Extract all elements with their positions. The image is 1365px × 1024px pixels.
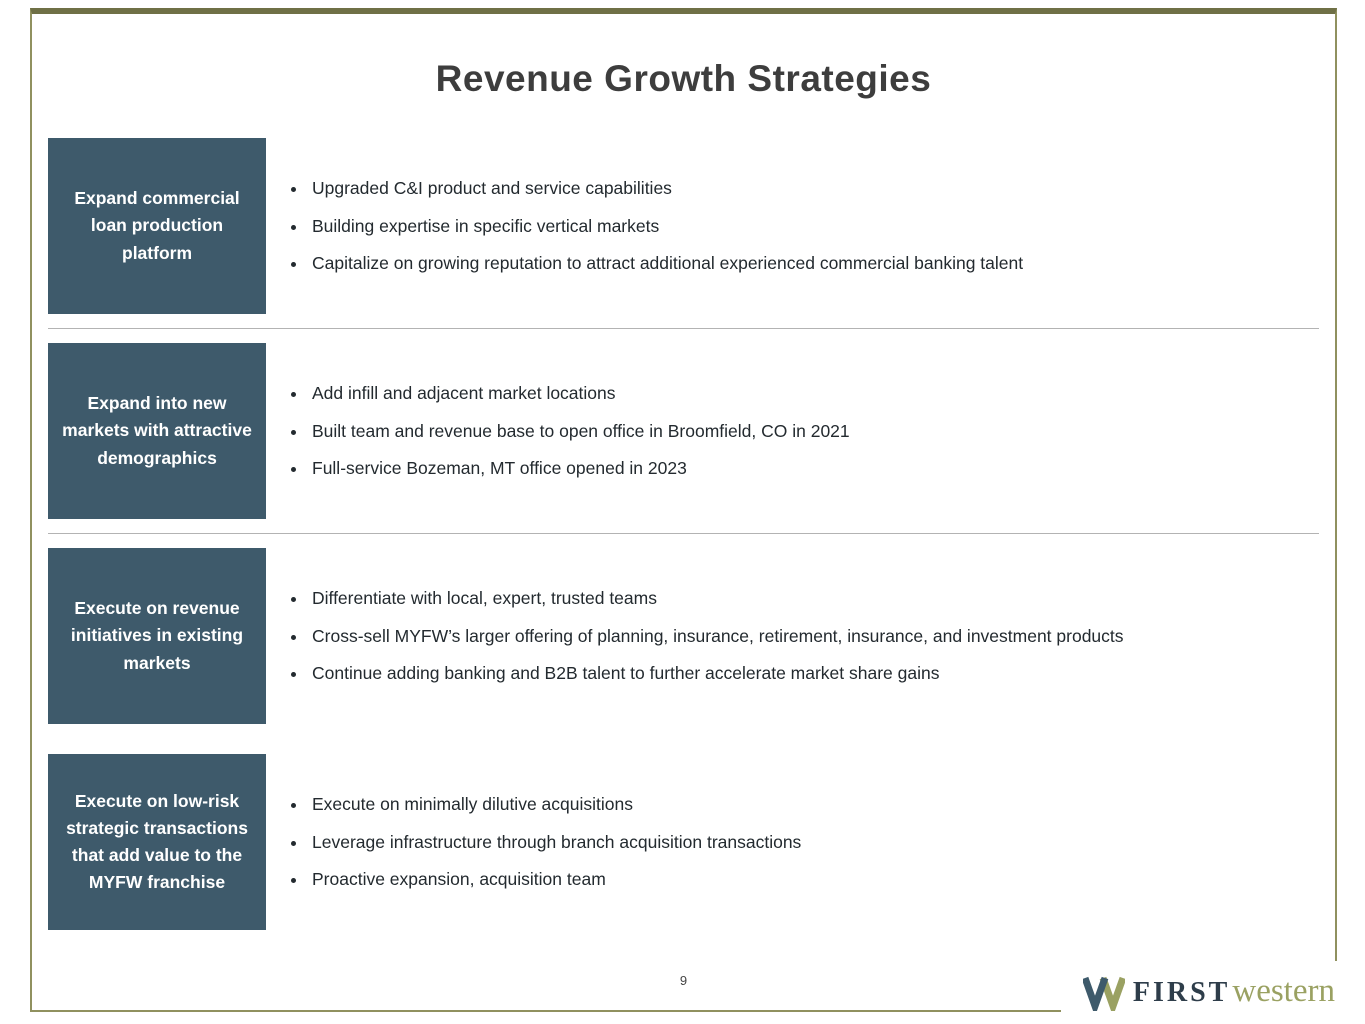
strategy-row-3: Execute on revenue initiatives in existi… <box>48 548 1319 724</box>
strategy-heading-2: Expand into new markets with attractive … <box>62 393 252 468</box>
strategy-bullets-2: Add infill and adjacent market locations… <box>266 368 1319 494</box>
firstwestern-logo: FIRST western <box>1060 961 1341 1020</box>
strategy-heading-box-2: Expand into new markets with attractive … <box>48 343 266 519</box>
strategy-heading-box-4: Execute on low-risk strategic transactio… <box>48 754 266 930</box>
strategy-heading-1: Expand commercial loan production platfo… <box>74 188 240 263</box>
strategy-bullets-4: Execute on minimally dilutive acquisitio… <box>266 779 1319 905</box>
strategy-row-2: Expand into new markets with attractive … <box>48 343 1319 519</box>
bullet-item: Full-service Bozeman, MT office opened i… <box>308 456 1289 481</box>
strategy-bullets-1: Upgraded C&I product and service capabil… <box>266 163 1319 289</box>
strategy-heading-box-1: Expand commercial loan production platfo… <box>48 138 266 314</box>
logo-text-first: FIRST <box>1132 977 1231 1008</box>
logo-text-western: western <box>1232 973 1335 1009</box>
bullet-item: Building expertise in specific vertical … <box>308 214 1289 239</box>
bullet-item: Execute on minimally dilutive acquisitio… <box>308 792 1289 817</box>
bullet-item: Proactive expansion, acquisition team <box>308 867 1289 892</box>
logo-w-icon <box>1081 975 1127 1017</box>
bullet-item: Built team and revenue base to open offi… <box>308 419 1289 444</box>
strategy-bullets-3: Differentiate with local, expert, truste… <box>266 573 1319 699</box>
strategy-heading-3: Execute on revenue initiatives in existi… <box>70 598 244 673</box>
strategy-rows: Expand commercial loan production platfo… <box>48 138 1319 930</box>
bullet-item: Continue adding banking and B2B talent t… <box>308 661 1289 686</box>
section-divider-1 <box>48 328 1319 329</box>
page-number: 9 <box>679 973 688 988</box>
bullet-item: Differentiate with local, expert, truste… <box>308 586 1289 611</box>
slide-content: Revenue Growth Strategies Expand commerc… <box>32 14 1335 1010</box>
strategy-row-4: Execute on low-risk strategic transactio… <box>48 754 1319 930</box>
section-divider-2 <box>48 533 1319 534</box>
slide-frame: Revenue Growth Strategies Expand commerc… <box>30 8 1337 1012</box>
page-title: Revenue Growth Strategies <box>435 58 932 99</box>
strategy-row-1: Expand commercial loan production platfo… <box>48 138 1319 314</box>
strategy-heading-4: Execute on low-risk strategic transactio… <box>66 790 248 893</box>
strategy-heading-box-3: Execute on revenue initiatives in existi… <box>48 548 266 724</box>
bullet-item: Add infill and adjacent market locations <box>308 381 1289 406</box>
bullet-item: Upgraded C&I product and service capabil… <box>308 176 1289 201</box>
bullet-item: Capitalize on growing reputation to attr… <box>308 251 1289 276</box>
bullet-item: Leverage infrastructure through branch a… <box>308 830 1289 855</box>
bullet-item: Cross-sell MYFW’s larger offering of pla… <box>308 624 1289 649</box>
